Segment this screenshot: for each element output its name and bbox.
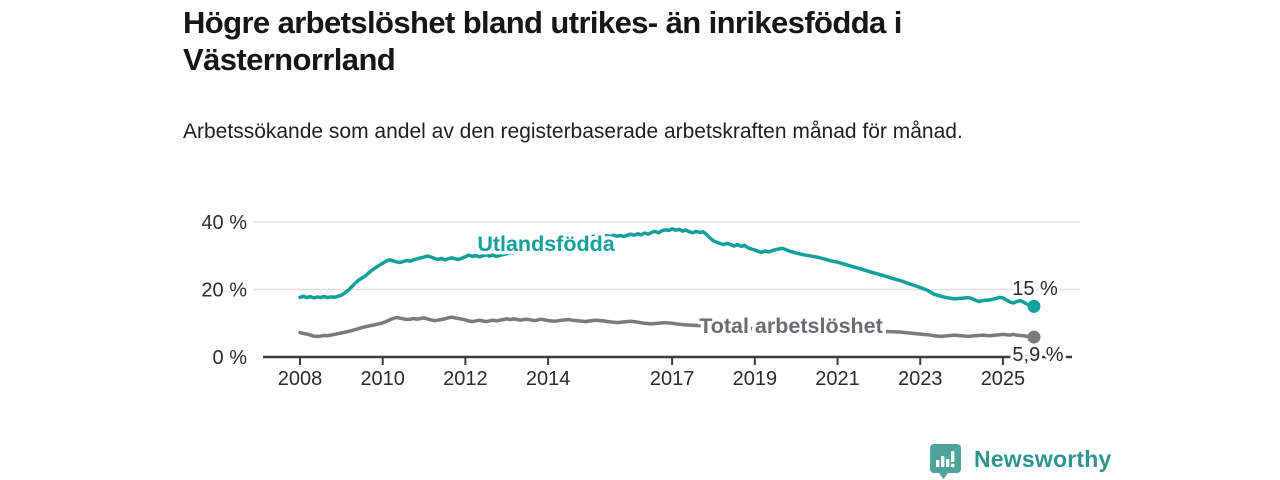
chart-subtitle: Arbetssökande som andel av den registerb… — [183, 120, 963, 143]
x-tick-label: 2010 — [360, 368, 405, 390]
x-tick-label: 2025 — [981, 368, 1026, 390]
newsworthy-logo: Newsworthy — [929, 443, 1111, 479]
series-line-total — [298, 315, 1036, 339]
series-endpoint-dot-total — [1027, 330, 1041, 344]
x-tick-label: 2017 — [650, 368, 695, 390]
y-tick-label: 20 % — [201, 280, 247, 302]
x-tick-label: 2012 — [443, 368, 488, 390]
newsworthy-logo-text: Newsworthy — [974, 445, 1112, 472]
x-tick-label: 2019 — [733, 368, 778, 390]
x-tick-label: 2023 — [898, 368, 943, 390]
series-label-utlandsfodda: Utlandsfödda — [477, 232, 615, 256]
end-value-label-total: 5,9 % — [1012, 344, 1063, 366]
y-tick-label: 40 % — [201, 212, 247, 234]
series-line-utlandsfodda — [298, 227, 1036, 309]
x-tick-label: 2008 — [278, 368, 323, 390]
end-value-label-utlandsfodda: 15 % — [1012, 278, 1058, 300]
y-tick-label: 0 % — [213, 347, 248, 369]
x-tick-label: 2021 — [815, 368, 860, 390]
series-label-total: Total arbetslöshet — [699, 314, 883, 338]
page-title: Högre arbetslöshet bland utrikes- än inr… — [183, 5, 902, 77]
newsworthy-logo-icon — [930, 444, 961, 479]
x-tick-label: 2014 — [526, 368, 571, 390]
series-endpoint-dot-utlandsfodda — [1027, 299, 1041, 313]
